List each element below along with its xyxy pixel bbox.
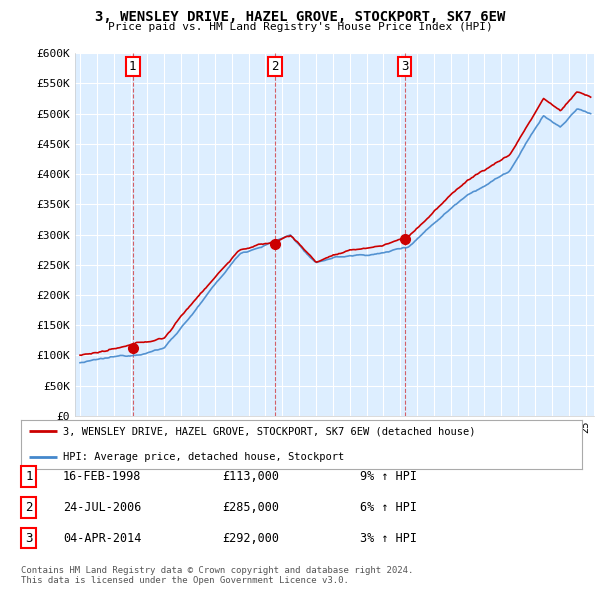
Text: Contains HM Land Registry data © Crown copyright and database right 2024.
This d: Contains HM Land Registry data © Crown c… [21, 566, 413, 585]
Text: 2: 2 [271, 60, 278, 73]
Text: 6% ↑ HPI: 6% ↑ HPI [360, 501, 417, 514]
Text: £292,000: £292,000 [222, 532, 279, 545]
Text: 16-FEB-1998: 16-FEB-1998 [63, 470, 142, 483]
Text: Price paid vs. HM Land Registry's House Price Index (HPI): Price paid vs. HM Land Registry's House … [107, 22, 493, 32]
Text: 04-APR-2014: 04-APR-2014 [63, 532, 142, 545]
Text: 3, WENSLEY DRIVE, HAZEL GROVE, STOCKPORT, SK7 6EW (detached house): 3, WENSLEY DRIVE, HAZEL GROVE, STOCKPORT… [63, 427, 476, 437]
Text: 1: 1 [129, 60, 136, 73]
Text: 3: 3 [25, 532, 32, 545]
Text: 3: 3 [401, 60, 409, 73]
Text: 1: 1 [25, 470, 32, 483]
Text: 2: 2 [25, 501, 32, 514]
Text: 3% ↑ HPI: 3% ↑ HPI [360, 532, 417, 545]
Text: £113,000: £113,000 [222, 470, 279, 483]
Text: £285,000: £285,000 [222, 501, 279, 514]
Text: 9% ↑ HPI: 9% ↑ HPI [360, 470, 417, 483]
Text: 3, WENSLEY DRIVE, HAZEL GROVE, STOCKPORT, SK7 6EW: 3, WENSLEY DRIVE, HAZEL GROVE, STOCKPORT… [95, 10, 505, 24]
Text: HPI: Average price, detached house, Stockport: HPI: Average price, detached house, Stoc… [63, 452, 344, 462]
Text: 24-JUL-2006: 24-JUL-2006 [63, 501, 142, 514]
